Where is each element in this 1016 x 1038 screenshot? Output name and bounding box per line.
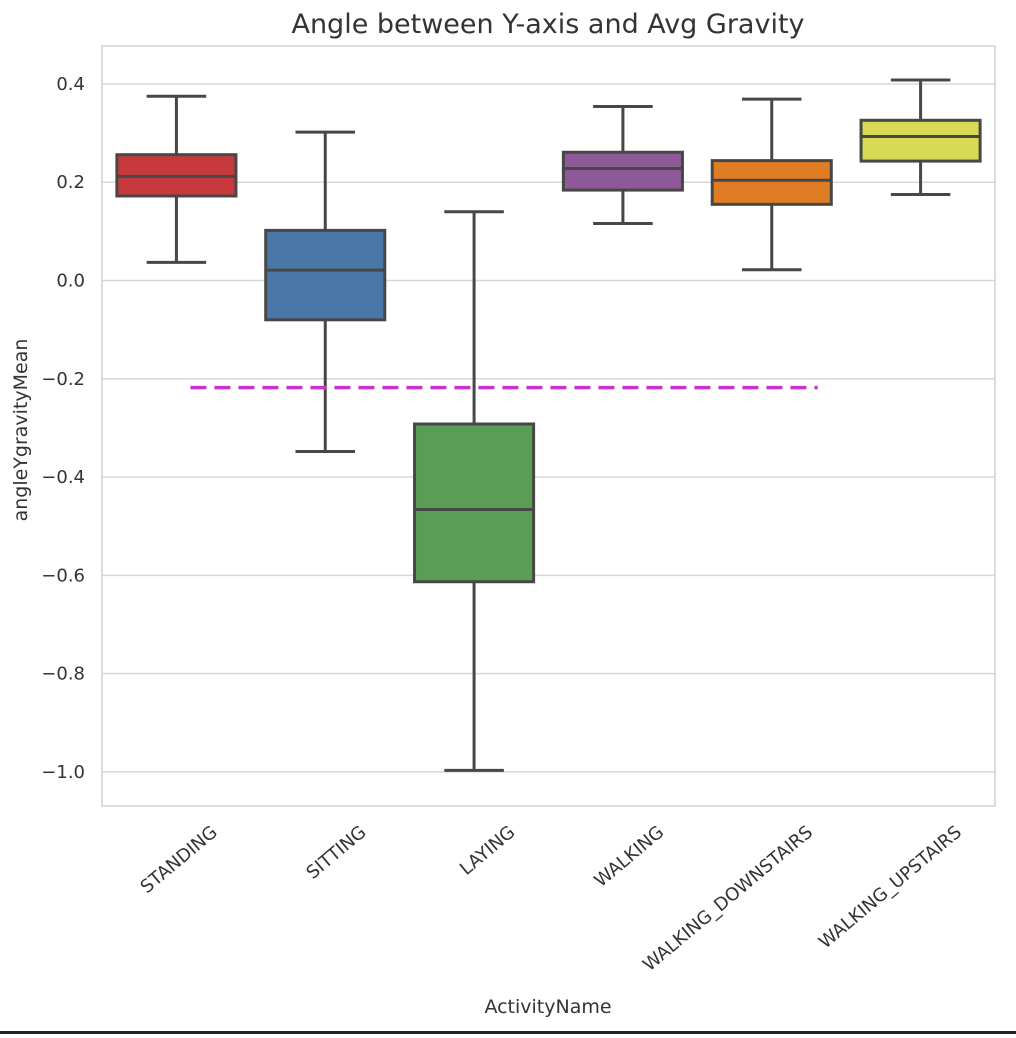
box-laying <box>413 210 536 772</box>
y-tick-label: −1.0 <box>41 762 85 783</box>
y-tick-label: 0.4 <box>56 74 85 95</box>
box-walking-upstairs <box>859 78 982 197</box>
box-iqr <box>561 150 684 192</box>
plot-frame <box>101 45 996 807</box>
x-tick-label: SITTING <box>302 822 370 884</box>
x-tick-label: WALKING_UPSTAIRS <box>815 822 966 953</box>
x-tick-label: WALKING <box>591 822 669 892</box>
y-tick-label: −0.2 <box>41 369 85 390</box>
box-walking <box>561 105 684 225</box>
box-standing <box>115 94 238 264</box>
box-iqr <box>413 422 536 584</box>
x-tick-labels: STANDING SITTING LAYING WALKINGWALKING_DOWN… <box>137 822 966 976</box>
boxes <box>115 78 982 772</box>
box-iqr <box>264 228 387 322</box>
y-tick-label: −0.4 <box>41 467 85 488</box>
x-tick-label: WALKING_DOWNSTAIRS <box>639 822 817 976</box>
x-axis-label: ActivityName <box>484 996 611 1018</box>
box-iqr <box>859 118 982 163</box>
box-iqr <box>710 159 833 206</box>
y-tick-label: 0.0 <box>56 271 85 292</box>
x-tick-label: STANDING <box>137 822 222 898</box>
box-sitting <box>264 130 387 454</box>
chart-title: Angle between Y-axis and Avg Gravity <box>291 9 804 40</box>
gridlines <box>102 83 995 773</box>
y-axis-label: angleYgravityMean <box>10 339 32 522</box>
y-tick-label: 0.2 <box>56 172 85 193</box>
box-walking-downstairs <box>710 97 833 272</box>
image-bottom-border <box>0 1031 1016 1034</box>
x-tick-label: LAYING <box>456 822 519 880</box>
y-tick-label: −0.8 <box>41 664 85 685</box>
y-tick-labels: 0.4 0.2 0.0 −0.2 −0.4 −0.6 −0.8 −1.0 <box>41 74 85 783</box>
plot-area-border <box>101 45 996 807</box>
y-tick-label: −0.6 <box>41 565 85 586</box>
